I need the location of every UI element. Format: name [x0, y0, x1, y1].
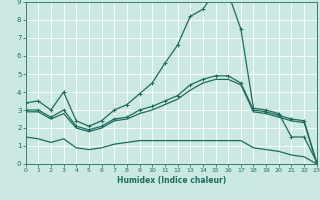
X-axis label: Humidex (Indice chaleur): Humidex (Indice chaleur) [116, 176, 226, 185]
